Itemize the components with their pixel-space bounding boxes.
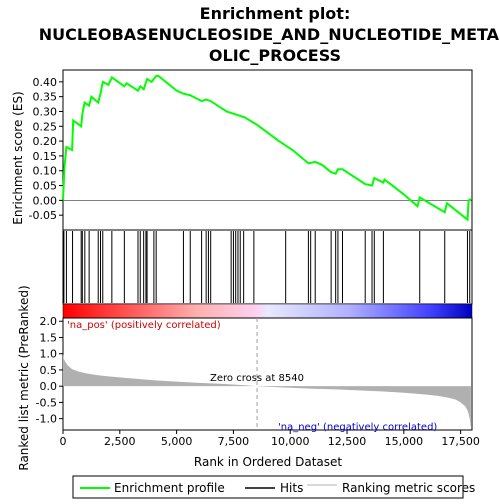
metric-y-tick-label: 0.5 [40,364,58,377]
es-y-tick-label: 0.15 [33,150,58,163]
x-tick-label: 17,500 [441,435,480,448]
metric-y-tick-label: 0.0 [40,380,58,393]
chart-title-line-1: Enrichment plot: [200,4,351,23]
x-tick-label: 10,000 [271,435,310,448]
es-y-tick-label: 0.00 [33,194,58,207]
zero-cross-label: Zero cross at 8540 [210,373,304,384]
legend-label-metric: Ranking metric scores [342,481,475,495]
es-y-tick-label: 0.40 [33,76,58,89]
es-y-tick-label: 0.30 [33,105,58,118]
ranking-metric-area [63,353,471,429]
hits-panel [62,229,473,305]
es-y-tick-label: 0.10 [33,165,58,178]
metric-y-tick-label: -0.5 [36,396,57,409]
negative-correlation-label: 'na_neg' (negatively correlated) [278,422,437,433]
x-tick-label: 15,000 [385,435,424,448]
x-tick-label: 5,000 [161,435,193,448]
chart-title-line-2: NUCLEOBASENUCLEOSIDE_AND_NUCLEOTIDE_META… [39,25,500,44]
positive-correlation-label: 'na_pos' (positively correlated) [67,320,221,331]
metric-y-tick-label: 1.0 [40,348,58,361]
metric-y-tick-label: -1.0 [36,413,57,426]
x-tick-label: 7,500 [218,435,250,448]
es-y-tick-label: -0.05 [29,209,57,222]
chart-title-line-3: OLIC_PROCESS [209,46,341,65]
rank-colorbar [62,303,473,319]
metric-y-tick-label: 1.5 [40,331,58,344]
es-y-tick-label: 0.25 [33,120,58,133]
metric-y-tick-label: 2.0 [40,315,58,328]
enrichment-score-panel: -0.05 0.000.05 0.10 0.15 0.20 0.25 0.300.35 0.4… [29,69,473,231]
x-tick-label: 2,500 [104,435,136,448]
metric-y-axis-label: Ranked list metric (PreRanked) [17,285,31,470]
es-y-axis-label: Enrichment score (ES) [11,91,25,224]
legend-label-enrichment: Enrichment profile [114,481,225,495]
legend: Enrichment profile Hits Ranking metric s… [72,475,475,499]
es-y-tick-label: 0.35 [33,91,58,104]
x-axis-label: Rank in Ordered Dataset [194,455,342,469]
x-tick-label: 12,500 [328,435,367,448]
es-y-tick-label: 0.05 [33,180,58,193]
enrichment-profile-line [62,74,472,222]
x-tick-label: 0 [60,435,67,448]
ranking-metric-panel: Zero cross at 8540 'na_pos' (positively … [36,315,480,448]
es-y-tick-label: 0.20 [33,135,58,148]
legend-label-hits: Hits [280,481,303,495]
